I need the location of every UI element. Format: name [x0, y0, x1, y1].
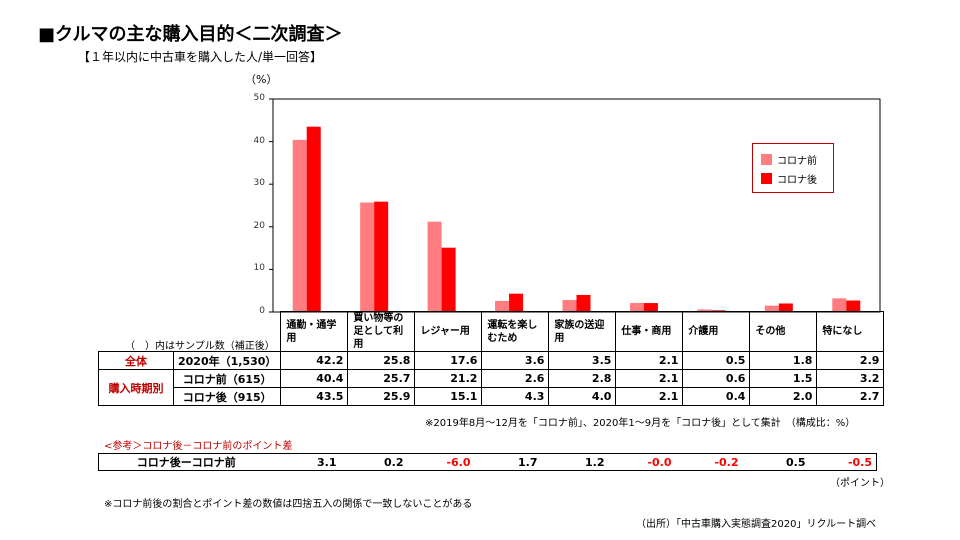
bar-before — [562, 300, 577, 312]
table-cell: 15.1 — [414, 387, 483, 406]
table-header-cell: 通勤・通学用 — [280, 311, 349, 352]
row-group-label: 購入時期別 — [98, 369, 174, 406]
page-subtitle: 【１年以内に中古車を購入した人/単一回答】 — [78, 50, 323, 64]
bar-before — [764, 305, 779, 312]
table-cell: 0.6 — [682, 369, 751, 388]
table-cell: 2.6 — [481, 369, 550, 388]
diff-cell: 0.2 — [340, 453, 408, 471]
data-table: 通勤・通学用 買い物等の足として利用 レジャー用 運転を楽しむため 家族の送迎用… — [98, 311, 885, 406]
table-cell: 25.9 — [347, 387, 416, 406]
page-title: ■クルマの主な購入目的＜二次調査＞ — [38, 24, 343, 45]
diff-cell: 1.2 — [541, 453, 609, 471]
row-label: コロナ後（915） — [172, 387, 282, 406]
table-cell: 4.0 — [548, 387, 617, 406]
table-cell: 2.0 — [749, 387, 818, 406]
chart-legend: コロナ前 コロナ後 — [752, 143, 834, 193]
bar-before — [292, 139, 307, 312]
table-cell: 2.7 — [816, 387, 885, 406]
table-header-cell: 特になし — [816, 311, 885, 352]
table-cell: 2.1 — [615, 369, 684, 388]
diff-cell: 3.1 — [273, 453, 341, 471]
bar-before — [629, 303, 644, 312]
point-unit-label: （ポイント） — [830, 478, 890, 489]
bar-after — [509, 293, 524, 312]
table-header-cell: 運転を楽しむため — [481, 311, 550, 352]
diff-cell: -0.0 — [608, 453, 676, 471]
legend-swatch-after — [761, 173, 772, 184]
table-cell: 2.9 — [816, 351, 885, 370]
table-header-cell: レジャー用 — [414, 311, 483, 352]
bar-after — [374, 201, 389, 312]
bar-before — [427, 221, 442, 312]
bar-after — [778, 303, 793, 312]
table-cell: 3.5 — [548, 351, 617, 370]
table-cell: 42.2 — [280, 351, 349, 370]
diff-cell: -0.5 — [809, 453, 877, 471]
diff-cell: 1.7 — [474, 453, 542, 471]
reference-title: <参考＞コロナ後－コロナ前のポイント差 — [104, 441, 293, 452]
y-tick-label: 10 — [253, 263, 265, 274]
table-header-cell: 介護用 — [682, 311, 751, 352]
row-label: コロナ前（615） — [172, 369, 282, 388]
table-header-cell: 仕事・商用 — [615, 311, 684, 352]
table-cell: 40.4 — [280, 369, 349, 388]
bar-before — [697, 309, 712, 312]
row-label: 2020年（1,530） — [172, 351, 282, 370]
diff-cell: -6.0 — [407, 453, 475, 471]
table-row: コロナ後（915） 43.5 25.9 15.1 4.3 4.0 2.1 0.4… — [99, 387, 885, 406]
bar-after — [306, 126, 321, 312]
table-cell: 1.5 — [749, 369, 818, 388]
y-tick-label: 0 — [259, 306, 265, 316]
diff-cell: 0.5 — [742, 453, 810, 471]
point-diff-table: コロナ後ーコロナ前 3.1 0.2 -6.0 1.7 1.2 -0.0 -0.2… — [98, 453, 877, 471]
y-tick-label: 50 — [253, 93, 265, 103]
bar-after — [643, 303, 658, 312]
table-cell: 2.1 — [615, 387, 684, 406]
legend-label-after: コロナ後 — [777, 175, 817, 186]
source-note: （出所）「中古車購入実態調査2020」リクルート調べ — [636, 519, 877, 530]
table-cell: 21.2 — [414, 369, 483, 388]
aggregation-note: ※2019年8月～12月を「コロナ前」、2020年1～9月を「コロナ後」として集… — [425, 418, 856, 429]
table-cell: 25.7 — [347, 369, 416, 388]
table-cell: 2.1 — [615, 351, 684, 370]
bar-before — [360, 202, 375, 312]
bar-before — [495, 300, 510, 312]
legend-label-before: コロナ前 — [777, 156, 817, 167]
bar-after — [441, 247, 456, 312]
bar-before — [832, 298, 847, 312]
table-cell: 43.5 — [280, 387, 349, 406]
legend-swatch-before — [761, 154, 772, 165]
table-row: 購入時期別 コロナ前（615） 40.4 25.7 21.2 2.6 2.8 2… — [98, 369, 885, 406]
table-row: コロナ後ーコロナ前 3.1 0.2 -6.0 1.7 1.2 -0.0 -0.2… — [98, 453, 877, 471]
y-tick-label: 20 — [253, 220, 265, 231]
bar-after — [846, 300, 861, 312]
table-cell: 0.4 — [682, 387, 751, 406]
y-tick-label: 40 — [253, 135, 265, 146]
table-header-cell: その他 — [749, 311, 818, 352]
bar-after — [576, 294, 591, 312]
table-cell: 4.3 — [481, 387, 550, 406]
table-header-cell: 買い物等の足として利用 — [347, 311, 416, 352]
sample-size-note: （ ）内はサンプル数（補正後） — [125, 341, 275, 352]
diff-row-label: コロナ後ーコロナ前 — [98, 453, 274, 471]
table-cell: 17.6 — [414, 351, 483, 370]
diff-cell: -0.2 — [675, 453, 743, 471]
table-header-row: 通勤・通学用 買い物等の足として利用 レジャー用 運転を楽しむため 家族の送迎用… — [99, 311, 885, 352]
table-cell: 3.2 — [816, 369, 885, 388]
row-group-label: 全体 — [98, 351, 174, 370]
table-header-cell: 家族の送迎用 — [548, 311, 617, 352]
rounding-note: ※コロナ前後の割合とポイント差の数値は四捨五入の関係で一致しないことがある — [104, 499, 473, 510]
bar-chart — [269, 98, 881, 313]
table-cell: 25.8 — [347, 351, 416, 370]
table-cell: 2.8 — [548, 369, 617, 388]
table-cell: 1.8 — [749, 351, 818, 370]
y-axis-unit: （%） — [245, 73, 278, 86]
table-row: 全体 2020年（1,530） 42.2 25.8 17.6 3.6 3.5 2… — [98, 351, 885, 370]
legend-item-after: コロナ後 — [761, 171, 817, 186]
table-cell: 3.6 — [481, 351, 550, 370]
y-tick-label: 30 — [253, 178, 265, 189]
table-cell: 0.5 — [682, 351, 751, 370]
legend-item-before: コロナ前 — [761, 152, 817, 167]
